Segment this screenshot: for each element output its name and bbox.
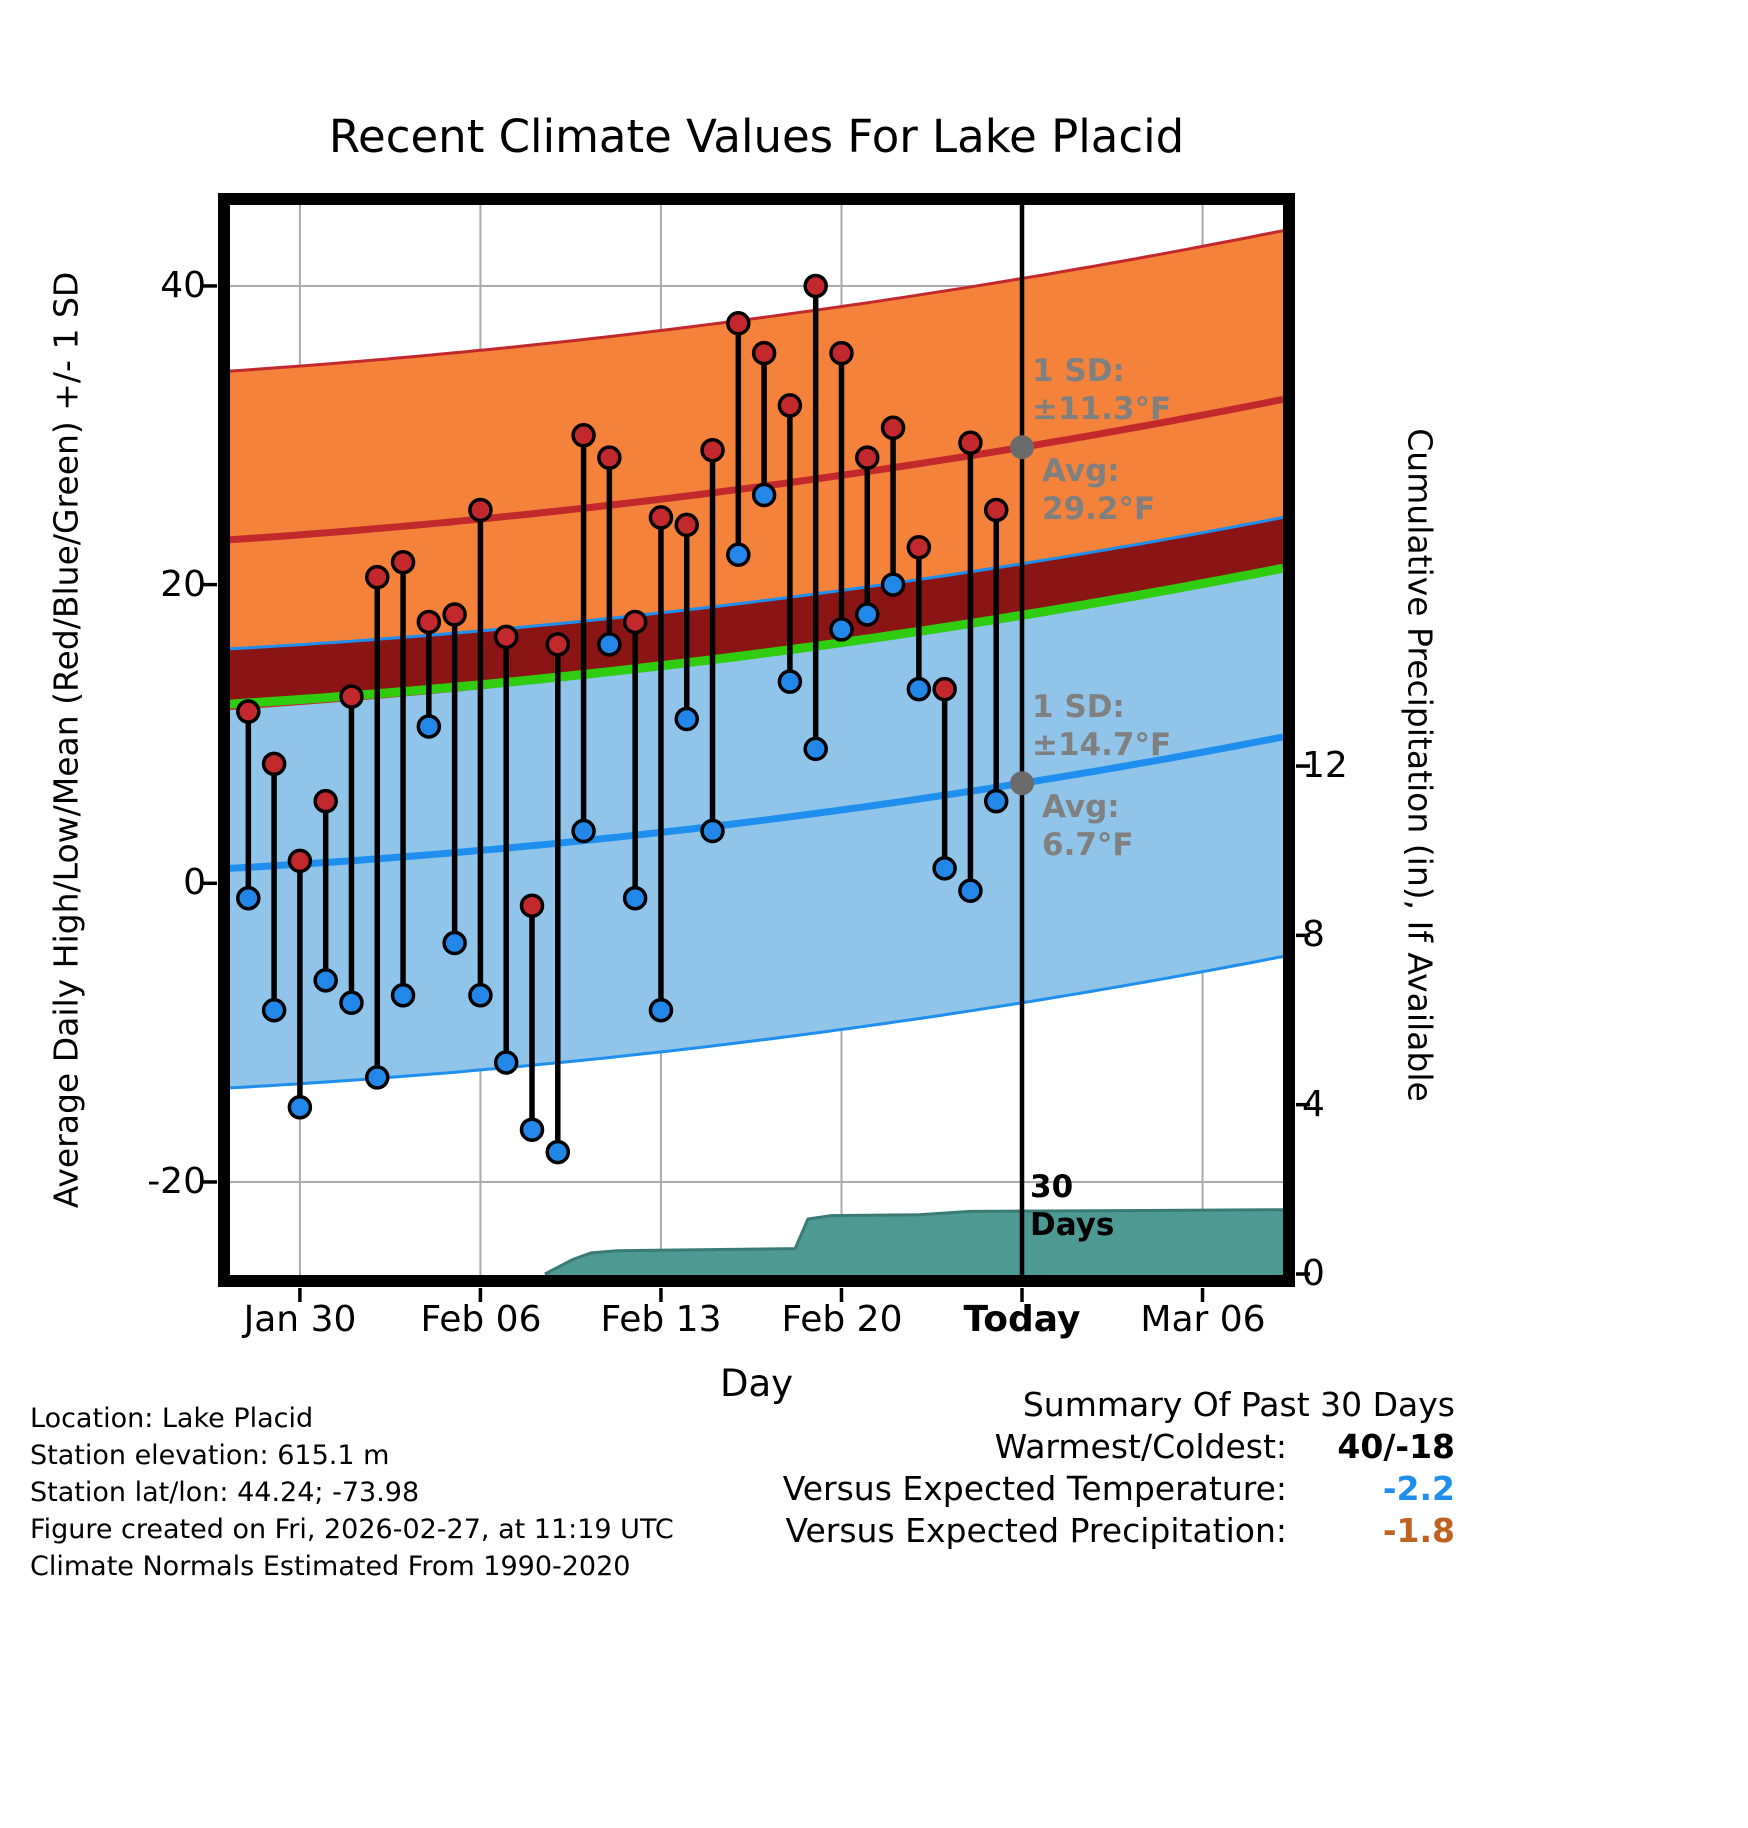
- station-metadata: Location: Lake Placid Station elevation:…: [30, 1400, 674, 1585]
- x-tick-jan30: Jan 30: [243, 1299, 357, 1340]
- precip-tick-12: 12: [1302, 745, 1348, 786]
- summary-row-vs-temperature: Versus Expected Temperature: -2.2: [783, 1468, 1455, 1510]
- precip-tick-8: 8: [1302, 914, 1325, 955]
- chart-title: Recent Climate Values For Lake Placid: [328, 110, 1185, 163]
- station-latlon: Station lat/lon: 44.24; -73.98: [30, 1477, 420, 1508]
- summary-title: Summary Of Past 30 Days: [1022, 1385, 1455, 1424]
- summary-label: Versus Expected Temperature:: [782, 1469, 1287, 1508]
- summary-label: Versus Expected Precipitation:: [785, 1511, 1287, 1550]
- y-tick-20: 20: [160, 564, 206, 605]
- y-tick-40: 40: [160, 265, 206, 306]
- precip-30days-annotation: 30 Days: [1030, 1169, 1115, 1243]
- x-tick-feb20: Feb 20: [781, 1299, 903, 1340]
- precip-tick-4: 4: [1302, 1084, 1325, 1125]
- x-axis-label: Day: [719, 1362, 794, 1405]
- x-tick-today: Today: [963, 1299, 1081, 1340]
- summary-row-warmest-coldest: Warmest/Coldest: 40/-18: [783, 1426, 1455, 1468]
- vs-expected-temperature-value: -2.2: [1382, 1469, 1455, 1508]
- summary-block: Summary Of Past 30 Days Warmest/Coldest:…: [783, 1384, 1455, 1552]
- x-tick-mar06: Mar 06: [1140, 1299, 1266, 1340]
- x-tick-feb13: Feb 13: [600, 1299, 722, 1340]
- station-elevation: Station elevation: 615.1 m: [30, 1440, 390, 1471]
- climate-normals: Climate Normals Estimated From 1990-2020: [30, 1551, 631, 1582]
- y-tick-neg20: -20: [147, 1161, 206, 1202]
- low-avg-annotation: Avg: 6.7°F: [1042, 789, 1134, 863]
- low-sd-annotation: 1 SD: ±14.7°F: [1032, 689, 1172, 763]
- high-sd-annotation: 1 SD: ±11.3°F: [1032, 353, 1172, 427]
- summary-row-vs-precipitation: Versus Expected Precipitation: -1.8: [783, 1510, 1455, 1552]
- high-avg-annotation: Avg: 29.2°F: [1042, 453, 1156, 527]
- summary-label: Warmest/Coldest:: [994, 1427, 1287, 1466]
- y-tick-0: 0: [183, 862, 206, 903]
- warmest-coldest-value: 40/-18: [1337, 1427, 1455, 1466]
- x-tick-feb06: Feb 06: [420, 1299, 542, 1340]
- station-location: Location: Lake Placid: [30, 1403, 314, 1434]
- vs-expected-precipitation-value: -1.8: [1382, 1511, 1455, 1550]
- y-axis-label-temperature: Average Daily High/Low/Mean (Red/Blue/Gr…: [46, 271, 86, 1209]
- precip-tick-0: 0: [1302, 1253, 1325, 1294]
- figure-created: Figure created on Fri, 2026-02-27, at 11…: [30, 1514, 674, 1545]
